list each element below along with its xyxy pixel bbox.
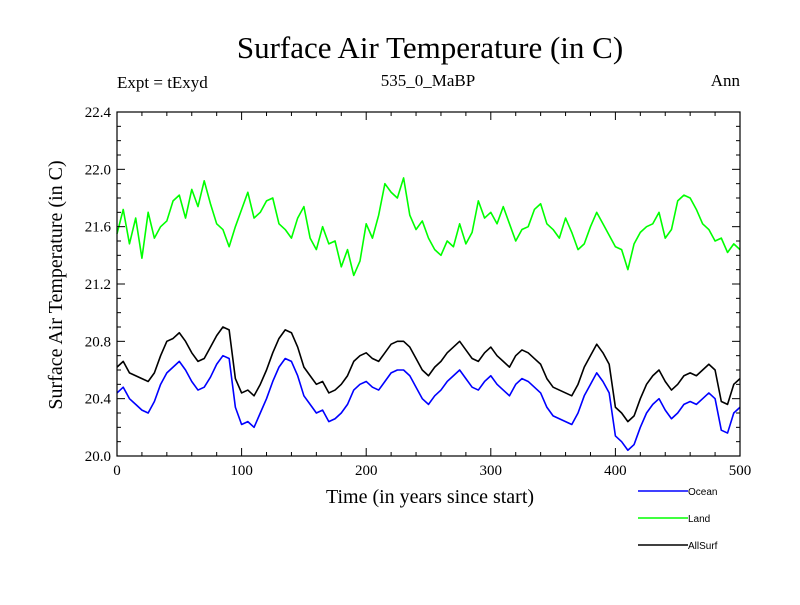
- chart-subtitle-right: Ann: [711, 71, 741, 90]
- series-line-ocean: [116, 354, 741, 452]
- legend: Ocean Land AllSurf: [638, 487, 718, 552]
- series-line-land: [116, 177, 741, 277]
- x-tick-label: 500: [729, 463, 752, 479]
- y-tick-label: 21.6: [85, 220, 112, 236]
- chart-subtitle-center: 535_0_MaBP: [381, 71, 475, 90]
- x-tick-label: 100: [230, 463, 253, 479]
- x-tick-label: 300: [480, 463, 503, 479]
- x-tick-label: 400: [604, 463, 627, 479]
- y-tick-label: 20.8: [85, 334, 111, 350]
- legend-label-land: Land: [688, 514, 710, 525]
- y-tick-label: 22.4: [85, 105, 112, 121]
- y-tick-label: 20.4: [85, 392, 112, 408]
- x-axis-label: Time (in years since start): [326, 486, 534, 508]
- x-tick-label: 200: [355, 463, 378, 479]
- chart-title: Surface Air Temperature (in C): [237, 30, 623, 65]
- y-tick-label: 20.0: [85, 449, 111, 465]
- chart-subtitle-left: Expt = tExyd: [117, 73, 208, 92]
- plot-area: 0 100 200 300 400 500 20.0 20.4 20.8 21.2 21.6 22.0…: [85, 105, 752, 479]
- x-tick-label: 0: [113, 463, 121, 479]
- series-line-allsurf: [116, 326, 741, 423]
- y-axis-label: Surface Air Temperature (in C): [45, 160, 67, 409]
- legend-label-allsurf: AllSurf: [688, 541, 718, 552]
- legend-label-ocean: Ocean: [688, 487, 717, 498]
- y-tick-label: 22.0: [85, 162, 111, 178]
- y-tick-label: 21.2: [85, 277, 111, 293]
